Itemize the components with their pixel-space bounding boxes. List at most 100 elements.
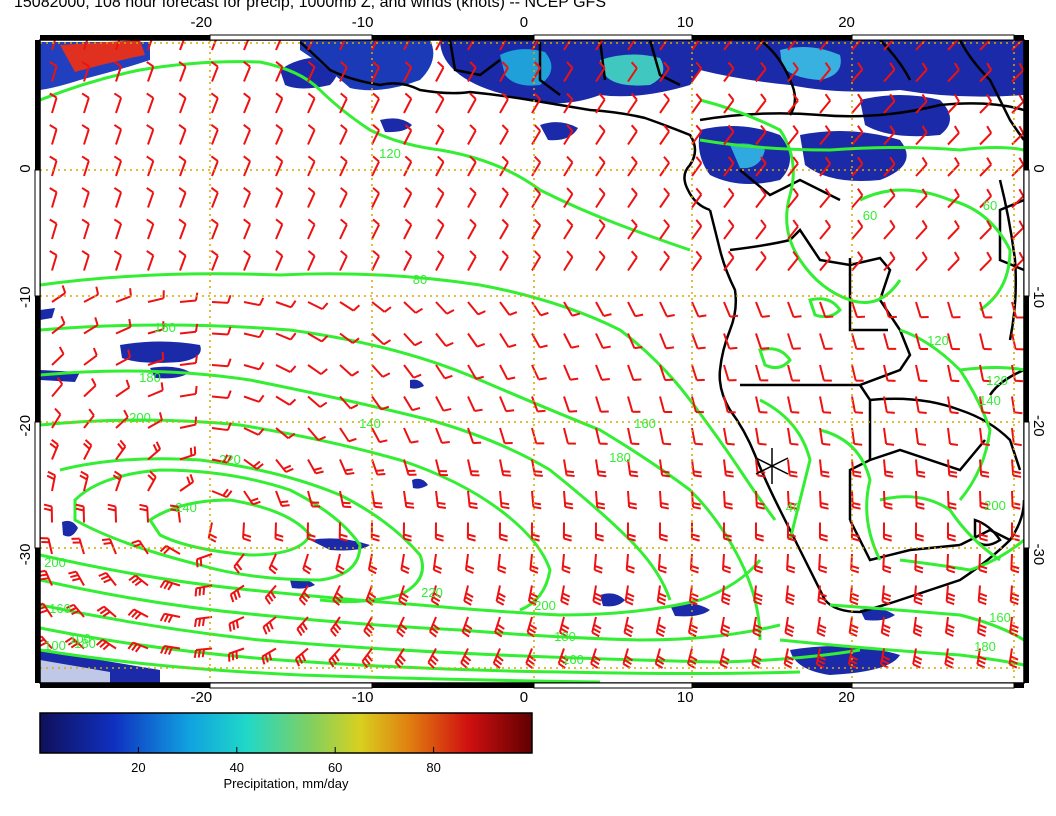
wind-barb <box>623 616 634 638</box>
wind-barb <box>495 585 506 606</box>
colorbar-tick-label: 80 <box>426 760 440 775</box>
wind-barb <box>627 156 638 177</box>
precip-patch <box>500 49 552 86</box>
wind-barb <box>243 361 265 371</box>
wind-barb <box>268 553 278 575</box>
wind-barb <box>595 301 612 317</box>
wind-barb <box>435 124 445 145</box>
wind-barb <box>1011 188 1024 209</box>
wind-barb <box>306 522 316 542</box>
wind-barb <box>179 416 198 429</box>
wind-barb <box>467 61 477 82</box>
contour-line <box>808 297 842 319</box>
wind-barb <box>883 301 897 319</box>
contour-label: 180 <box>974 639 996 654</box>
wind-barb <box>659 490 670 510</box>
wind-barb <box>883 427 895 446</box>
wind-barb <box>915 219 928 240</box>
wind-barb <box>915 156 928 177</box>
wind-barb <box>396 616 408 638</box>
wind-barb <box>691 459 703 478</box>
wind-barb <box>850 522 860 542</box>
wind-barb <box>499 124 509 146</box>
wind-barb <box>211 294 232 304</box>
wind-barb <box>467 92 477 114</box>
wind-barb <box>463 585 474 606</box>
wind-barb <box>115 379 131 398</box>
wind-barb <box>339 92 348 114</box>
wind-barb <box>531 187 542 209</box>
wind-barb <box>339 40 346 51</box>
wind-barb <box>298 584 311 606</box>
wind-barb <box>786 522 796 542</box>
wind-barb <box>723 490 733 510</box>
wind-barb <box>275 300 297 309</box>
wind-barb <box>370 522 380 542</box>
wind-barb <box>467 332 486 348</box>
lon-tick-label: -20 <box>190 14 212 31</box>
wind-barb <box>627 124 638 146</box>
wind-barb <box>691 490 701 510</box>
lat-tick-label: -20 <box>17 415 34 437</box>
wind-barb <box>691 333 706 350</box>
wind-barb <box>211 422 232 432</box>
wind-barb <box>210 250 219 271</box>
precip-patch <box>860 95 950 137</box>
wind-barb <box>595 124 606 146</box>
wind-barb <box>275 92 284 114</box>
wind-barb <box>531 364 547 381</box>
wind-barb <box>147 441 162 461</box>
colorbar-tick-label: 40 <box>230 760 244 775</box>
wind-barb <box>719 648 730 669</box>
wind-barb <box>978 553 988 574</box>
wind-barb <box>658 522 668 542</box>
wind-barb <box>435 40 443 51</box>
wind-barb <box>595 61 606 83</box>
wind-barb <box>563 333 580 349</box>
wind-barb <box>400 553 410 575</box>
wind-barb <box>976 648 987 669</box>
wind-barb <box>914 522 924 542</box>
contour-line <box>40 603 861 664</box>
contour-line <box>40 648 601 683</box>
wind-barb <box>210 187 219 208</box>
wind-barb <box>147 412 163 429</box>
wind-barb <box>784 616 795 637</box>
wind-barb <box>243 124 252 145</box>
wind-barb <box>328 647 341 668</box>
wind-barb <box>243 155 252 177</box>
map-title: 15082000, 108 hour forecast for precip, … <box>14 0 606 11</box>
wind-barb <box>1010 522 1020 542</box>
wind-barb <box>179 323 199 335</box>
wind-barb <box>98 571 117 587</box>
wind-barb <box>627 427 640 446</box>
wind-barb <box>113 155 123 177</box>
wind-barb <box>979 94 993 114</box>
wind-barb <box>656 585 667 606</box>
wind-barb <box>51 346 65 366</box>
wind-barb <box>979 364 992 383</box>
wind-barb <box>691 396 704 414</box>
wind-barb <box>627 93 638 114</box>
wind-barb <box>81 92 90 114</box>
wind-barb <box>947 251 960 272</box>
contour-line <box>699 138 1024 152</box>
wind-barb <box>883 490 893 510</box>
wind-barb <box>723 156 735 177</box>
wind-barb <box>499 427 513 445</box>
lon-tick-label: 0 <box>520 689 528 706</box>
wind-barb <box>915 490 925 510</box>
wind-barb <box>466 522 476 542</box>
wind-barb <box>659 427 672 446</box>
wind-barb <box>851 251 864 272</box>
wind-barb <box>915 125 928 146</box>
contour-label: 100 <box>69 631 91 646</box>
wind-barb <box>227 647 245 662</box>
wind-barb <box>371 395 390 411</box>
wind-barb <box>435 92 445 114</box>
wind-barb <box>947 364 960 383</box>
contour-line <box>758 347 792 370</box>
wind-barb <box>755 93 767 114</box>
wind-barb <box>627 396 641 413</box>
wind-barb <box>499 155 509 177</box>
